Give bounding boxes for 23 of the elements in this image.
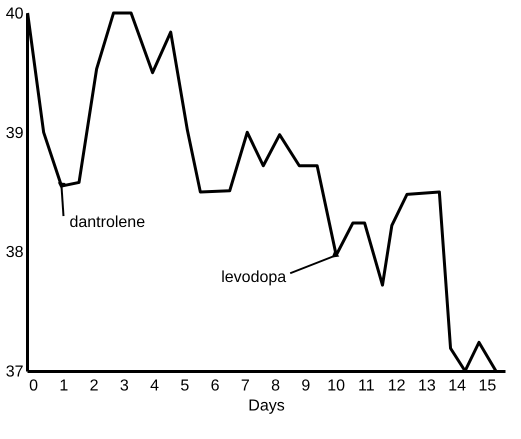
y-tick-label: 39 — [6, 124, 24, 142]
x-tick-label: 6 — [210, 378, 220, 394]
x-tick-label: 3 — [120, 378, 129, 394]
x-tick-label: 8 — [271, 378, 280, 394]
x-tick-label: 7 — [240, 378, 250, 394]
x-tick-label: 5 — [180, 378, 190, 394]
annotation: levodopa — [221, 269, 286, 286]
x-tick-label: 4 — [150, 378, 160, 394]
annotation: dantrolene — [69, 214, 146, 232]
y-tick-label: 40 — [6, 6, 24, 22]
x-tick-label: 11 — [358, 378, 375, 394]
x-tick-label: 15 — [478, 378, 496, 394]
x-tick-label: 10 — [327, 378, 346, 394]
x-tick-label: 9 — [301, 378, 310, 394]
y-tick-label: 37 — [6, 364, 24, 380]
x-tick-label: 12 — [388, 378, 406, 394]
x-tick-label: 13 — [418, 378, 436, 394]
x-tick-label: 2 — [90, 378, 99, 394]
x-tick-label: 0 — [29, 378, 38, 394]
y-tick-label: 38 — [6, 244, 24, 262]
x-tick-label: 1 — [59, 378, 68, 394]
x-tick-label: 14 — [448, 378, 466, 394]
x-axis-title: Days — [248, 398, 285, 414]
